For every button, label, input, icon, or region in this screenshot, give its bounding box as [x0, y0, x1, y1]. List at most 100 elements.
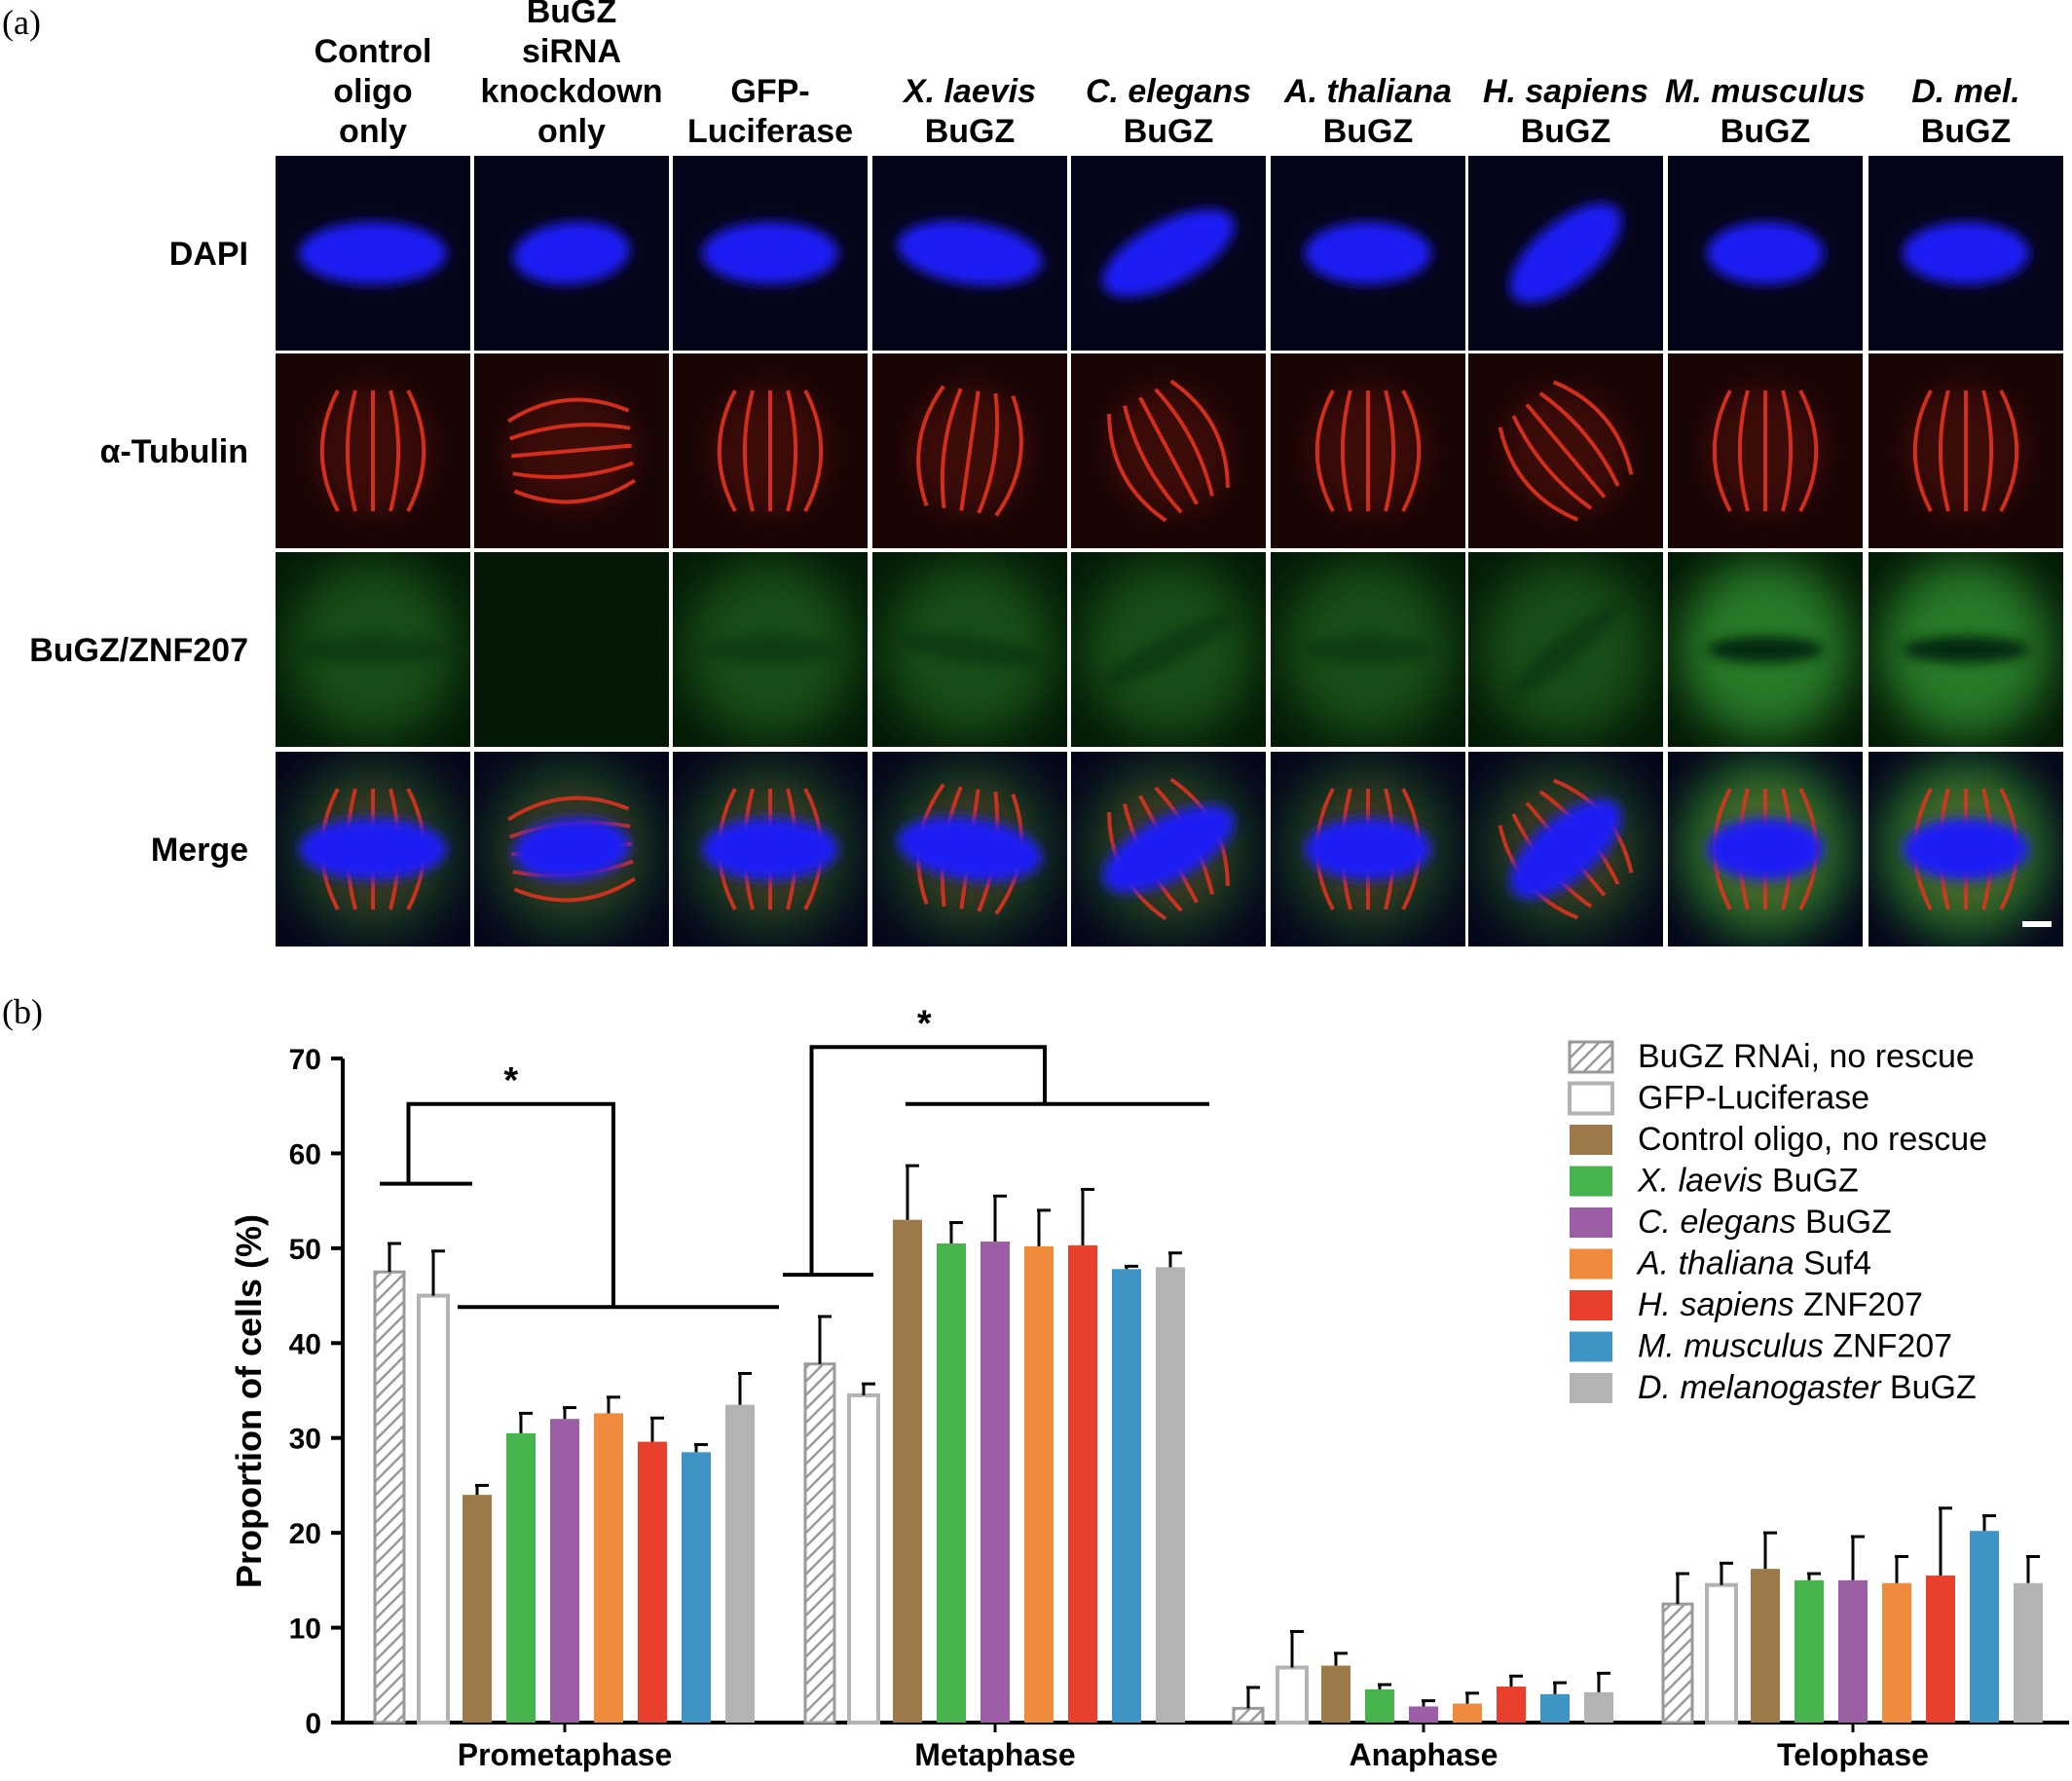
micrograph-tile [1868, 552, 2063, 747]
bar [1705, 1582, 1738, 1725]
chromosome-blob [1509, 203, 1622, 304]
micrograph-tile [1271, 752, 1465, 946]
column-header-line: BuGZ [527, 0, 617, 30]
spindle-fibres [1107, 379, 1230, 523]
micrograph-tile [1468, 353, 1663, 548]
micrograph-tile [474, 752, 669, 946]
column-header-line: M. musculus [1665, 73, 1866, 110]
legend-swatch [1570, 1125, 1612, 1155]
y-tick-label: 30 [289, 1424, 321, 1456]
legend-label: A. thaliana Suf4 [1636, 1245, 1871, 1282]
micrograph-tile [1071, 552, 1266, 747]
scale-bar [2022, 921, 2052, 927]
legend-label: H. sapiens ZNF207 [1638, 1286, 1923, 1323]
bar [1540, 1693, 1570, 1723]
row-label: BuGZ/ZNF207 [29, 632, 248, 669]
bar [373, 1270, 406, 1725]
chromosome-blob [1509, 798, 1622, 900]
column-header-line: X. laevis [902, 73, 1036, 110]
chromosome-blob [1305, 222, 1431, 284]
y-tick-label: 70 [289, 1044, 321, 1076]
bar [725, 1404, 755, 1723]
column-header-line: BuGZ [1720, 113, 1811, 150]
x-tick-label: Telophase [1777, 1737, 1929, 1772]
chromosome-blob [702, 818, 838, 880]
x-tick-label: Metaphase [914, 1737, 1075, 1772]
chromosome-blob [1305, 818, 1431, 880]
legend-label: X. laevis BuGZ [1637, 1163, 1859, 1200]
micrograph-tile [673, 752, 868, 946]
column-header-line: BuGZ [1124, 113, 1214, 150]
bar [1838, 1579, 1868, 1723]
micrograph-tile [1271, 156, 1465, 351]
chromosome-blob [1707, 222, 1824, 284]
legend-swatch [1568, 1040, 1614, 1074]
micrograph-tile [1468, 552, 1663, 747]
chromosome-blob [702, 222, 838, 284]
legend-swatch [1570, 1166, 1612, 1197]
bar [2014, 1582, 2043, 1723]
micrograph-tile [1868, 353, 2063, 548]
panel-a-label: (a) [2, 3, 41, 42]
significance-star: * [917, 1003, 932, 1044]
bar [1882, 1582, 1911, 1723]
chromosome-blob [1903, 818, 2029, 880]
legend-swatch [1570, 1290, 1612, 1320]
spindle-fibres [314, 387, 431, 515]
bar [550, 1419, 579, 1723]
micrograph-tile [1468, 156, 1663, 351]
chromosome-blob [513, 817, 630, 881]
bar [1751, 1569, 1780, 1723]
bar [1926, 1575, 1955, 1723]
bar [506, 1432, 536, 1723]
micrograph-tile [1071, 353, 1266, 548]
micrograph-tile [1271, 353, 1465, 548]
micrograph-tile [276, 552, 470, 747]
bar [1661, 1602, 1694, 1725]
bar [1497, 1686, 1526, 1723]
bar [1453, 1703, 1482, 1723]
micrograph-tile [1271, 552, 1465, 747]
micrograph-tile [1071, 752, 1266, 946]
legend-label: M. musculus ZNF207 [1638, 1328, 1952, 1365]
micrograph-tile [1868, 156, 2063, 351]
column-header-line: A. thaliana [1283, 73, 1452, 110]
chromosome-blob [513, 221, 630, 285]
y-tick-label: 40 [289, 1328, 321, 1360]
bar [847, 1392, 880, 1725]
spindle-fibres [910, 385, 1029, 517]
legend-swatch [1570, 1248, 1612, 1280]
micrograph-tile [872, 752, 1067, 946]
row-label: DAPI [169, 236, 248, 273]
bar [1232, 1706, 1265, 1725]
column-header-line: GFP- [730, 73, 809, 110]
micrograph-tile [276, 353, 470, 548]
column-header-line: only [339, 113, 407, 150]
micrograph-tile [673, 156, 868, 351]
micrograph-tile [1668, 752, 1863, 946]
legend: BuGZ RNAi, no rescue GFP-Luciferase Contro… [1568, 1038, 1987, 1406]
spindle-fibres [1498, 380, 1634, 522]
micrograph-tile [1668, 552, 1863, 747]
bar [1584, 1691, 1613, 1723]
significance-brackets: ** [380, 1003, 1209, 1310]
column-header-line: D. mel. [1911, 73, 2019, 110]
bar [1794, 1579, 1824, 1723]
y-tick-label: 50 [289, 1234, 321, 1266]
column-header-line: BuGZ [1921, 113, 2012, 150]
chromosome-blob [299, 818, 447, 880]
column-header-line: C. elegans [1086, 73, 1251, 110]
micrograph-tile [1468, 752, 1663, 946]
spindle-fibres [1310, 387, 1426, 515]
legend-swatch [1570, 1331, 1612, 1362]
spindle-fibres [1907, 387, 2024, 515]
column-header-line: BuGZ [1323, 113, 1414, 150]
legend-label: Control oligo, no rescue [1638, 1121, 1987, 1158]
column-header-line: BuGZ [925, 113, 1016, 150]
x-tick-label: Anaphase [1350, 1737, 1498, 1772]
spindle-fibres [712, 387, 829, 515]
chromosome-blob [1903, 222, 2029, 284]
bar [1156, 1267, 1185, 1723]
column-header-line: H. sapiens [1483, 73, 1648, 110]
column-header-line: BuGZ [1521, 113, 1611, 150]
